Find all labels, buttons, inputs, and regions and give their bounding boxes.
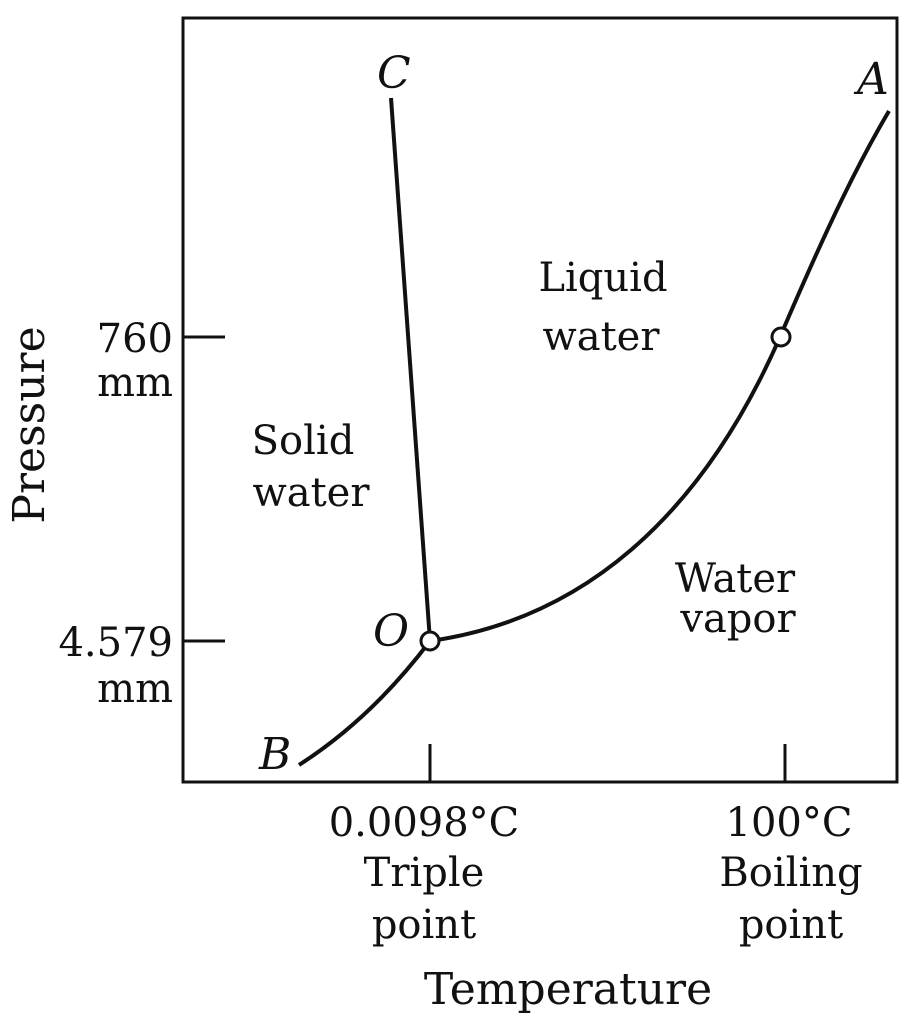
region-vapor-line2: vapor — [679, 596, 796, 642]
region-solid-line2: water — [253, 470, 371, 516]
point-label-b: B — [258, 729, 291, 780]
x-axis-title: Temperature — [424, 964, 712, 1015]
plot-frame — [181, 16, 899, 784]
point-label-a: A — [853, 54, 889, 105]
y-tick-label-4579-value: 4.579 — [58, 620, 173, 666]
x-tick-label-boiling-line3: point — [739, 902, 843, 948]
boiling-point-marker — [770, 326, 792, 348]
region-solid-line1: Solid — [252, 418, 355, 464]
triple-point-marker — [419, 630, 441, 652]
y-axis-title: Pressure — [4, 326, 55, 523]
region-liquid-line2: water — [543, 314, 661, 360]
sublimation-curve-bo — [297, 639, 432, 767]
point-label-o: O — [373, 606, 409, 657]
vaporization-curve-oa — [429, 109, 891, 643]
x-tick-label-triple-line2: Triple — [364, 850, 485, 896]
x-tick-label-boiling-line2: Boiling — [719, 850, 862, 896]
x-tick-label-boiling-value: 100°C — [726, 800, 853, 846]
point-label-c: C — [377, 48, 411, 99]
x-tick-label-triple-line3: point — [372, 902, 476, 948]
y-tick-label-4579-unit: mm — [97, 666, 173, 712]
fusion-curve-oc — [389, 97, 432, 642]
region-vapor-line1: Water — [675, 556, 796, 602]
y-tick-label-760-value: 760 — [97, 316, 173, 362]
x-tick-label-triple-value: 0.0098°C — [329, 800, 520, 846]
y-tick-label-760-unit: mm — [97, 360, 173, 406]
region-liquid-line1: Liquid — [538, 255, 667, 301]
